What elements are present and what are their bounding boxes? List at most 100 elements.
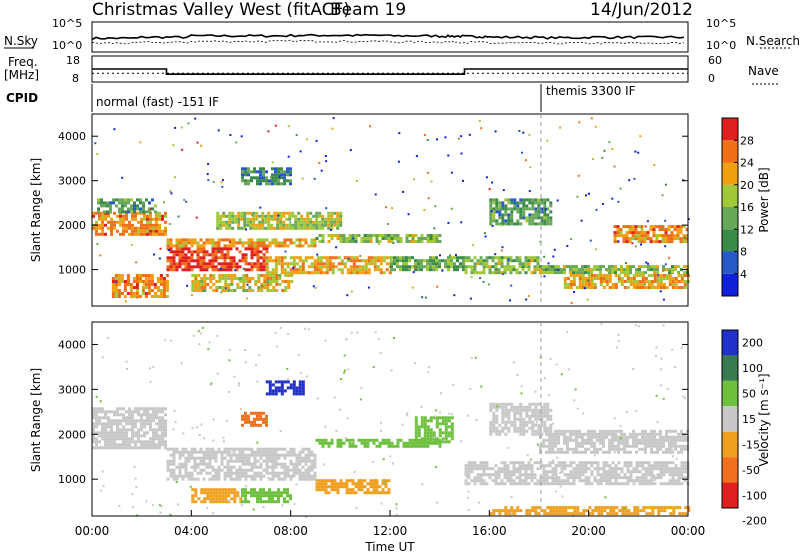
heat-cell-8 [268, 271, 272, 275]
heat-cell-0 [140, 407, 143, 411]
heat-cell-3 [253, 491, 256, 495]
heat-cell-9 [605, 482, 609, 486]
heat-cell-0 [128, 422, 131, 426]
heat-cell-8 [322, 271, 326, 275]
heat-cell-1 [148, 207, 151, 211]
heat-cell-9 [536, 482, 540, 486]
heat-scatter [398, 132, 401, 135]
heat-cell-1 [139, 210, 142, 214]
heat-cell-8 [364, 265, 368, 269]
heat-cell-11 [476, 262, 480, 266]
heat-scatter [673, 482, 676, 485]
heat-cell-10 [429, 265, 432, 269]
heat-cell-7 [348, 438, 352, 442]
heat-cell-1 [232, 450, 236, 454]
heat-cell-0 [140, 217, 143, 221]
heat-cell-9 [641, 467, 645, 471]
heat-cell-1 [298, 462, 302, 466]
heat-cell-3 [226, 262, 230, 266]
heat-cell-0 [122, 232, 125, 236]
heat-cell-9 [527, 476, 531, 480]
heat-cell-3 [211, 268, 215, 272]
heat-cell-9 [512, 479, 516, 483]
heat-cell-6 [261, 226, 265, 230]
heat-cell-1 [292, 447, 296, 451]
heat-cell-1 [214, 471, 218, 475]
heat-scatter [661, 194, 664, 197]
heat-cell-14 [652, 231, 656, 235]
heat-cell-6 [300, 214, 304, 218]
heat-cell-1 [148, 210, 151, 214]
heat-scatter [524, 159, 527, 162]
heat-cell-4 [193, 238, 197, 242]
heat-cell-10 [623, 444, 626, 448]
heat-cell-9 [629, 473, 633, 477]
heat-cell-9 [647, 464, 651, 468]
colorbar-segment [722, 406, 738, 432]
heat-cell-11 [515, 256, 519, 260]
heat-cell-3 [232, 262, 236, 266]
heat-cell-5 [221, 286, 225, 289]
heat-cell-9 [605, 479, 609, 483]
heat-cell-11 [519, 429, 523, 433]
heat-cell-3 [169, 247, 173, 251]
heat-cell-13 [668, 268, 671, 272]
heat-cell-4 [280, 380, 284, 384]
heat-cell-1 [268, 471, 272, 475]
heat-scatter [353, 471, 356, 473]
heat-cell-10 [456, 265, 459, 269]
heat-cell-5 [241, 414, 244, 418]
heat-cell-8 [426, 434, 430, 438]
heat-cell-1 [232, 459, 236, 463]
heat-cell-0 [137, 434, 140, 438]
heat-cell-9 [494, 470, 498, 474]
heat-cell-0 [137, 413, 140, 417]
heat-cell-1 [175, 450, 179, 454]
heat-cell-0 [125, 223, 128, 227]
heat-cell-2 [209, 488, 213, 492]
heat-cell-11 [498, 429, 502, 433]
heat-cell-6 [375, 485, 379, 489]
heat-cell-9 [387, 237, 391, 240]
heat-cell-1 [310, 462, 314, 466]
heat-cell-5 [215, 280, 219, 283]
heat-scatter [222, 440, 225, 443]
heat-cell-8 [316, 256, 320, 260]
heat-scatter [276, 345, 279, 348]
heat-cell-0 [140, 419, 143, 423]
heat-cell-0 [119, 217, 122, 221]
heat-cell-0 [158, 416, 161, 420]
heat-cell-10 [677, 444, 680, 448]
heat-scatter [146, 409, 149, 412]
heat-cell-2 [218, 488, 222, 492]
heat-scatter [449, 254, 451, 257]
heat-scatter [653, 474, 656, 477]
heat-scatter [522, 131, 525, 134]
heat-cell-5 [242, 289, 246, 292]
heat-cell-7 [247, 173, 250, 177]
heat-cell-1 [235, 474, 239, 478]
heat-cell-9 [527, 464, 531, 468]
heat-cell-0 [98, 407, 101, 411]
heat-cell-12 [672, 512, 676, 516]
heat-cell-10 [572, 429, 575, 433]
heat-scatter [124, 300, 127, 303]
heat-cell-15 [680, 274, 684, 277]
heat-cell-3 [211, 247, 215, 251]
heat-cell-7 [262, 176, 265, 180]
heat-cell-0 [122, 434, 125, 438]
heat-cell-8 [417, 428, 421, 432]
heat-cell-15 [608, 286, 612, 289]
heat-cell-10 [554, 438, 557, 442]
heat-cell-10 [653, 429, 656, 433]
heat-cell-10 [554, 441, 557, 445]
heat-cell-9 [399, 237, 403, 240]
heat-cell-8 [379, 259, 383, 263]
heat-cell-1 [169, 459, 173, 463]
heat-cell-3 [244, 253, 248, 257]
heat-cell-10 [560, 450, 563, 454]
heat-scatter [501, 273, 504, 276]
heat-cell-2 [209, 497, 213, 501]
heat-cell-1 [145, 198, 148, 202]
heat-cell-13 [674, 268, 677, 272]
